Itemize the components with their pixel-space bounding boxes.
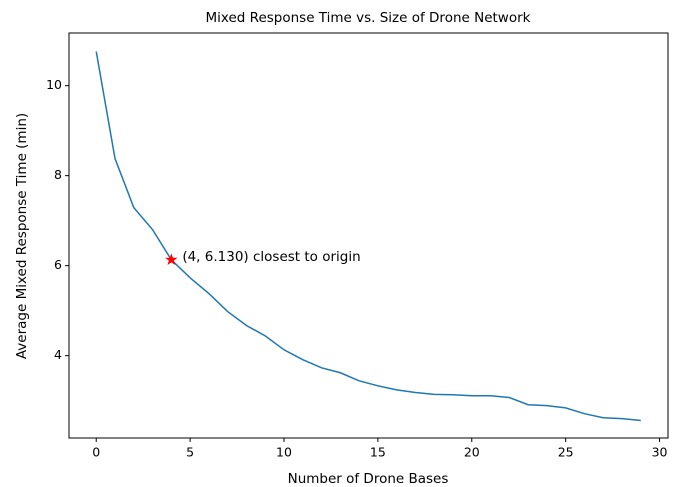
y-axis-label: Average Mixed Response Time (min) — [14, 113, 30, 359]
y-tick-label: 4 — [54, 347, 62, 362]
x-tick-label: 20 — [464, 445, 480, 460]
data-line — [95, 51, 641, 422]
x-tick-label: 0 — [92, 445, 100, 460]
x-tick-label: 10 — [276, 445, 292, 460]
x-tick-label: 15 — [370, 445, 386, 460]
x-tick-label: 5 — [186, 445, 194, 460]
chart-title: Mixed Response Time vs. Size of Drone Ne… — [206, 10, 531, 26]
highlight-star — [165, 253, 178, 266]
annotation: (4, 6.130) closest to origin — [182, 249, 360, 265]
x-tick-label: 25 — [558, 445, 574, 460]
x-axis-label: Number of Drone Bases — [288, 471, 449, 487]
y-tick-label: 6 — [54, 257, 62, 272]
y-tick-label: 8 — [54, 167, 62, 182]
y-tick-label: 10 — [46, 77, 62, 92]
plot-frame — [68, 32, 669, 439]
x-tick-label: 30 — [652, 445, 668, 460]
